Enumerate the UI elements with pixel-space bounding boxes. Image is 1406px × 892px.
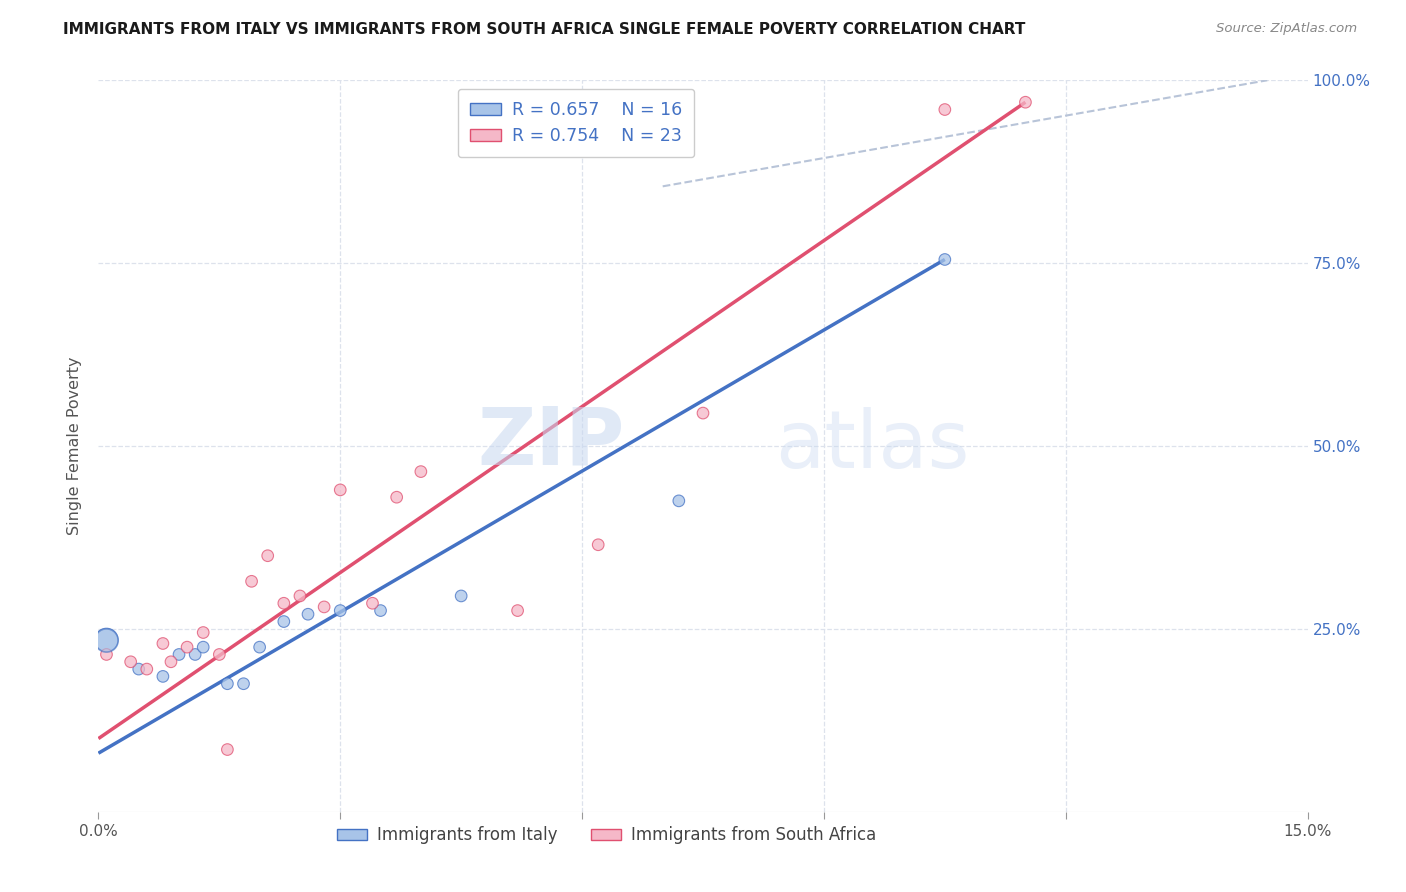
Point <box>361 596 384 610</box>
Point <box>128 662 150 676</box>
Point <box>409 465 432 479</box>
Point <box>506 603 529 617</box>
Point <box>934 252 956 267</box>
Point <box>668 494 690 508</box>
Point <box>273 596 295 610</box>
Point <box>314 599 336 614</box>
Point <box>288 589 311 603</box>
Point <box>217 676 239 690</box>
Point <box>96 632 118 647</box>
Point <box>329 603 352 617</box>
Point <box>217 742 239 756</box>
Point <box>160 655 183 669</box>
Point <box>193 640 215 655</box>
Point <box>586 538 609 552</box>
Point <box>240 574 263 589</box>
Point <box>152 669 174 683</box>
Point <box>692 406 714 420</box>
Point <box>232 676 254 690</box>
Point <box>167 648 190 662</box>
Point <box>96 648 118 662</box>
Point <box>249 640 271 655</box>
Legend: Immigrants from Italy, Immigrants from South Africa: Immigrants from Italy, Immigrants from S… <box>330 820 883 851</box>
Point <box>120 655 142 669</box>
Point <box>1014 95 1036 110</box>
Text: atlas: atlas <box>776 407 970 485</box>
Point <box>184 648 207 662</box>
Point <box>96 632 118 647</box>
Point <box>193 625 215 640</box>
Point <box>934 103 956 117</box>
Point <box>256 549 278 563</box>
Text: ZIP: ZIP <box>477 403 624 482</box>
Text: IMMIGRANTS FROM ITALY VS IMMIGRANTS FROM SOUTH AFRICA SINGLE FEMALE POVERTY CORR: IMMIGRANTS FROM ITALY VS IMMIGRANTS FROM… <box>63 22 1025 37</box>
Point <box>273 615 295 629</box>
Point <box>297 607 319 622</box>
Point <box>370 603 392 617</box>
Point <box>385 490 408 504</box>
Point <box>176 640 198 655</box>
Point <box>135 662 157 676</box>
Point <box>450 589 472 603</box>
Point <box>152 636 174 650</box>
Text: Source: ZipAtlas.com: Source: ZipAtlas.com <box>1216 22 1357 36</box>
Point <box>208 648 231 662</box>
Point <box>329 483 352 497</box>
Y-axis label: Single Female Poverty: Single Female Poverty <box>67 357 83 535</box>
